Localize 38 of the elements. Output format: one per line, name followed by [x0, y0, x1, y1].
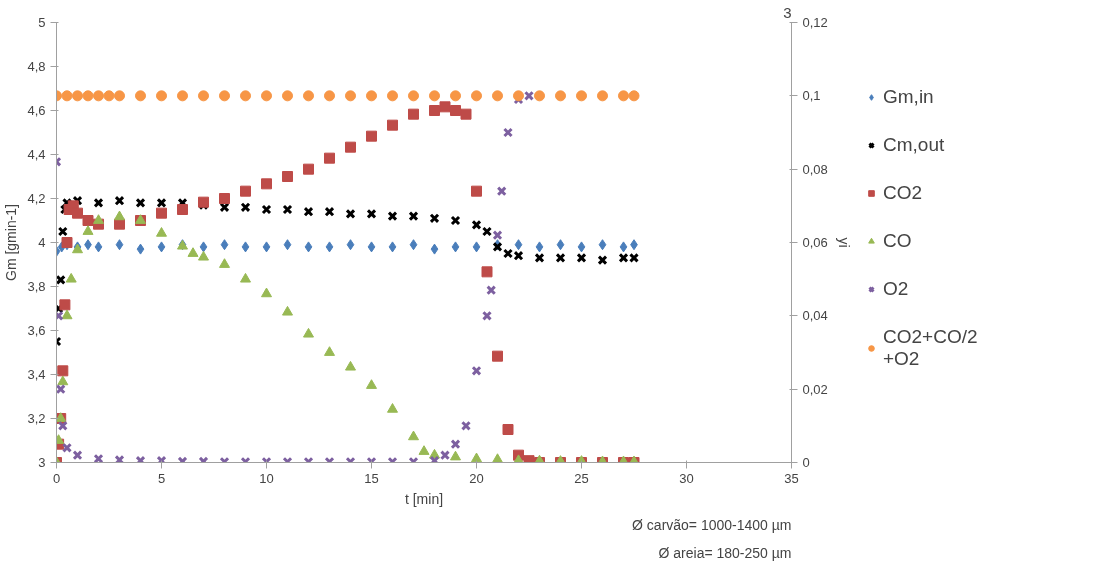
x-tick-label: 35 [784, 470, 799, 486]
y2-tick-label: 0,02 [802, 381, 828, 397]
x-tick-label: 0 [52, 470, 61, 486]
y2-tick-label: 0,1 [802, 88, 821, 104]
x-tick-label: 25 [574, 470, 589, 486]
y-tick-label: 4,4 [27, 147, 46, 162]
x-tick-label: 30 [679, 470, 694, 486]
y-tick-label: 3,2 [27, 411, 46, 426]
y2-axis-title: yi [835, 237, 852, 248]
y-tick-label: 4,2 [27, 191, 46, 206]
y2-tick-label: 0,04 [802, 308, 828, 324]
legend-label: CO [883, 230, 912, 252]
y2-tick-label: 0,06 [802, 235, 828, 250]
y2-tick-label: 0,12 [802, 15, 828, 30]
y-axis-title: Gm [gmin-1] [3, 203, 20, 282]
y-tick-label: 4,6 [27, 103, 46, 118]
legend-label: CO2+CO/2 +O2 [883, 326, 978, 370]
y2-tick-label: 0 [802, 455, 810, 470]
y2-tick-label: 0,08 [802, 161, 828, 177]
legend-label: Gm,in [883, 86, 934, 108]
y-tick-label: 5 [38, 15, 46, 30]
x-axis-title: t [min] [404, 490, 444, 507]
text: 3 [783, 3, 792, 21]
x-tick-label: 20 [469, 470, 484, 486]
y-tick-label: 4,8 [27, 59, 46, 74]
x-tick-label: 15 [364, 470, 379, 486]
legend-label: O2 [883, 278, 909, 300]
y-tick-label: 3,8 [27, 279, 46, 294]
x-tick-label: 10 [259, 470, 274, 486]
y-tick-label: 3 [38, 455, 46, 470]
y-tick-label: 3,6 [27, 323, 46, 338]
y-tick-label: 4 [38, 235, 46, 250]
text: Ø carvão= 1000-1400 µm [632, 516, 792, 533]
legend-label: CO2 [883, 182, 923, 204]
x-tick-label: 5 [157, 470, 166, 486]
text: Ø areia= 180-250 µm [658, 544, 792, 561]
legend-label: Cm,out [883, 134, 945, 156]
y-tick-label: 3,4 [27, 367, 46, 382]
